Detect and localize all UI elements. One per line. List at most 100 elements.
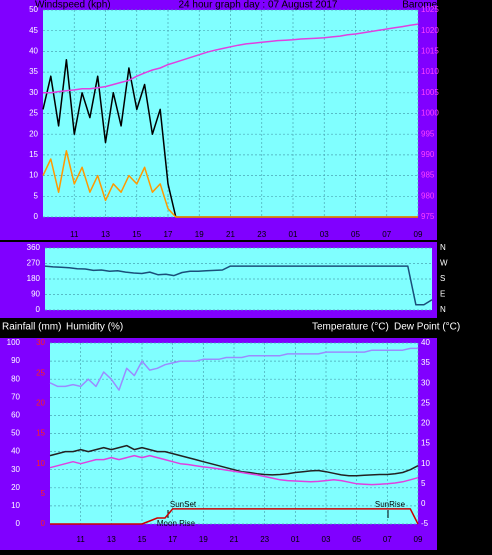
x-tick-label: 17 (164, 230, 173, 239)
y2-tick-label: N (440, 243, 446, 252)
y-tick-label: 35 (29, 67, 38, 76)
y-label: Rainfall (mm) (2, 322, 61, 333)
y2-tick-label: E (440, 290, 445, 299)
x-tick-label: 23 (257, 230, 266, 239)
y2-tick-label: S (440, 274, 445, 283)
x-tick-label: 19 (199, 535, 208, 544)
y3-tick-label: 30 (36, 338, 45, 347)
y2-tick-label: 975 (421, 212, 435, 221)
x-tick-label: 23 (260, 535, 269, 544)
y-tick-label: 30 (29, 88, 38, 97)
y-tick-label: 20 (11, 483, 20, 492)
x-tick-label: 09 (414, 230, 423, 239)
x-tick-label: 13 (101, 230, 110, 239)
x-tick-label: 01 (289, 230, 298, 239)
y2-tick-label: 35 (421, 358, 430, 367)
y-tick-label: 100 (7, 338, 21, 347)
y2-tick-label: 20 (421, 419, 430, 428)
x-tick-label: 15 (138, 535, 147, 544)
series-line (43, 23, 419, 94)
y3-tick-label: 5 (41, 489, 46, 498)
y2-tick-label: 1005 (421, 88, 439, 97)
series-line (50, 508, 419, 525)
y2-tick-label: 1015 (421, 47, 439, 56)
y2-tick-label: 985 (421, 171, 435, 180)
y-tick-label: 90 (31, 290, 40, 299)
x-tick-label: 15 (132, 230, 141, 239)
series-line (49, 347, 418, 391)
y3-tick-label: 25 (36, 368, 45, 377)
y2-tick-label: 25 (421, 398, 430, 407)
x-tick-label: 13 (107, 535, 116, 544)
y2-tick-label: 15 (421, 439, 430, 448)
x-tick-label: 07 (383, 535, 392, 544)
y2-tick-label: 1010 (421, 67, 439, 76)
series-line (44, 265, 433, 306)
x-tick-label: 17 (168, 535, 177, 544)
y2-tick-label: 0 (421, 499, 426, 508)
y2-tick-label: 5 (421, 479, 426, 488)
y-tick-label: 40 (29, 47, 38, 56)
y3-tick-label: 15 (36, 429, 45, 438)
y3-tick-label: 0 (41, 519, 46, 528)
x-tick-label: 07 (382, 230, 391, 239)
x-tick-label: 21 (230, 535, 239, 544)
y-tick-label: 0 (16, 519, 21, 528)
y-tick-label: 0 (34, 212, 39, 221)
y-tick-label: 360 (27, 243, 41, 252)
y2-tick-label: N (440, 305, 446, 314)
y-tick-label: 40 (11, 447, 20, 456)
y3-tick-label: 10 (36, 459, 45, 468)
x-tick-label: 21 (226, 230, 235, 239)
y2-tick-label: 995 (421, 129, 435, 138)
y-tick-label: 0 (36, 305, 41, 314)
y-tick-label: 180 (27, 274, 41, 283)
annotation: Moon Rise (157, 519, 196, 528)
y-tick-label: 60 (11, 411, 20, 420)
y2-tick-label: W (440, 259, 448, 268)
y-tick-label: 50 (11, 429, 20, 438)
y2-tick-label: 980 (421, 191, 435, 200)
annotation: SunSet (170, 500, 197, 509)
series-line (42, 150, 418, 218)
y-tick-label: 30 (11, 465, 20, 474)
y2-label: Temperature (°C) (312, 322, 389, 333)
y2-label: Dew Point (°C) (394, 322, 460, 333)
x-tick-label: 01 (291, 535, 300, 544)
y3-tick-label: 20 (36, 398, 45, 407)
y-tick-label: 5 (34, 191, 39, 200)
y2-label: Barometer (hpa) (402, 0, 475, 11)
x-tick-label: 11 (77, 535, 86, 544)
annotation: SunRise (375, 500, 406, 509)
x-tick-label: 05 (352, 535, 361, 544)
y-tick-label: 10 (29, 171, 38, 180)
y-tick-label: 25 (29, 109, 38, 118)
y2-tick-label: 1000 (421, 109, 439, 118)
y2-tick-label: 30 (421, 378, 430, 387)
y2-tick-label: 1025 (421, 5, 439, 14)
y-tick-label: 90 (11, 356, 20, 365)
y-tick-label: 270 (27, 259, 41, 268)
x-tick-label: 09 (414, 535, 423, 544)
y2-tick-label: 990 (421, 150, 435, 159)
x-tick-label: 05 (351, 230, 360, 239)
y2-tick-label: -5 (421, 519, 429, 528)
y-tick-label: 45 (29, 26, 38, 35)
x-tick-label: 03 (320, 230, 329, 239)
chart-title: 24 hour graph day : 07 August 2017 (178, 0, 337, 11)
y-tick-label: 10 (11, 501, 20, 510)
y-tick-label: 70 (11, 392, 20, 401)
y-tick-label: 15 (29, 150, 38, 159)
y2-tick-label: 1020 (421, 26, 439, 35)
x-tick-label: 11 (70, 230, 79, 239)
x-tick-label: 03 (322, 535, 331, 544)
y2-tick-label: 40 (421, 338, 430, 347)
x-tick-label: 19 (195, 230, 204, 239)
y-tick-label: 20 (29, 129, 38, 138)
y-tick-label: 50 (29, 5, 38, 14)
y2-tick-label: 10 (421, 459, 430, 468)
y-tick-label: 80 (11, 374, 20, 383)
series-line (49, 444, 419, 477)
y-label: Humidity (%) (66, 322, 123, 333)
